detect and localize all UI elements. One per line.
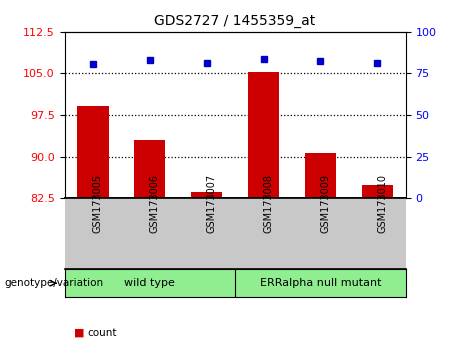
Text: GSM173007: GSM173007 [207,174,217,234]
Bar [305,153,336,198]
Title: GDS2727 / 1455359_at: GDS2727 / 1455359_at [154,14,316,28]
Bar [248,72,279,198]
Text: count: count [88,328,117,338]
Bar [191,192,222,198]
Text: ■: ■ [74,328,84,338]
Text: ERRalpha null mutant: ERRalpha null mutant [260,278,381,288]
Text: GSM173010: GSM173010 [377,175,387,233]
Text: GSM173009: GSM173009 [320,175,331,233]
Bar [77,105,109,198]
Text: genotype/variation: genotype/variation [5,278,104,288]
Text: wild type: wild type [124,278,175,288]
Bar [361,185,393,198]
Text: GSM173005: GSM173005 [93,174,103,234]
Bar [134,140,165,198]
Text: GSM173006: GSM173006 [150,175,160,233]
Text: GSM173008: GSM173008 [264,175,273,233]
